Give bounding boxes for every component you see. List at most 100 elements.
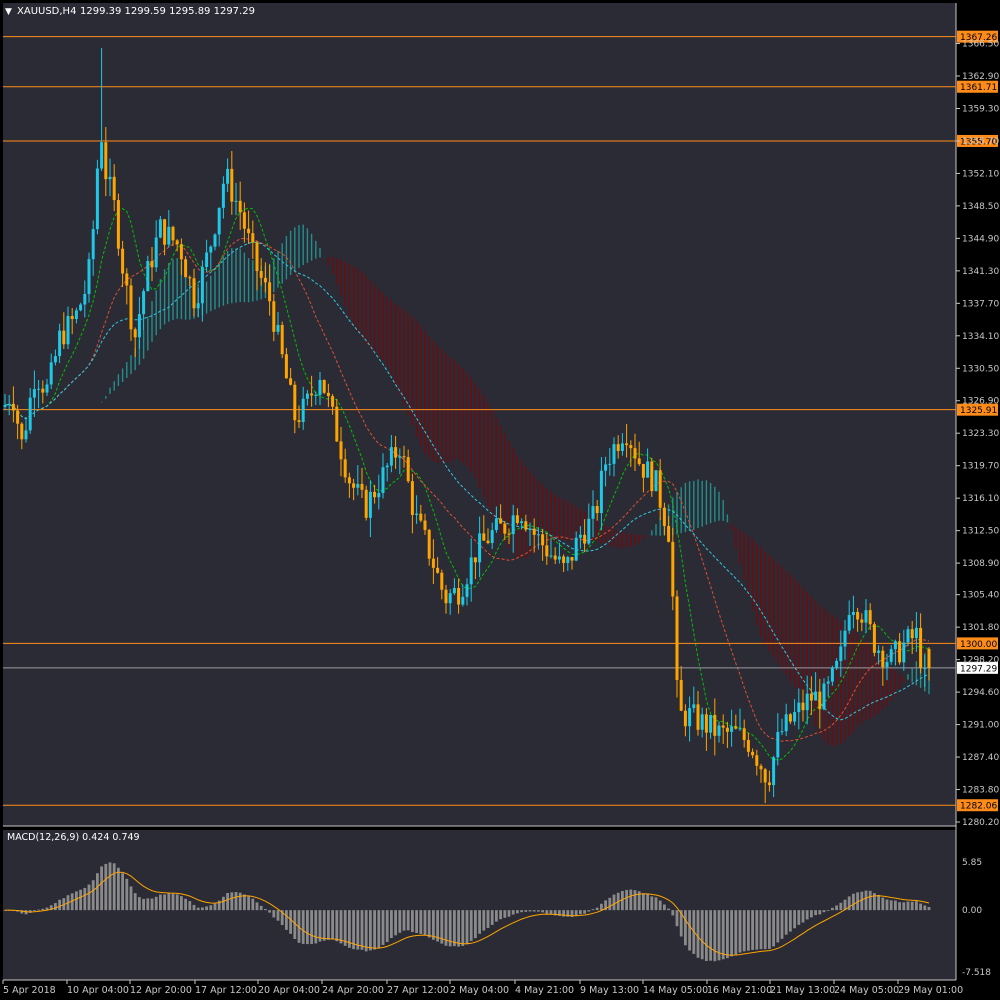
candle-body[interactable] bbox=[284, 354, 288, 379]
candle-body[interactable] bbox=[700, 714, 704, 730]
candle-body[interactable] bbox=[536, 534, 540, 536]
candle-body[interactable] bbox=[247, 228, 251, 234]
candle-body[interactable] bbox=[112, 176, 116, 201]
candle-body[interactable] bbox=[646, 461, 650, 478]
candle-body[interactable] bbox=[364, 489, 368, 518]
candle-body[interactable] bbox=[507, 533, 511, 535]
candle-body[interactable] bbox=[919, 627, 923, 668]
candle-body[interactable] bbox=[860, 619, 864, 623]
candle-body[interactable] bbox=[793, 712, 797, 722]
candle-body[interactable] bbox=[772, 757, 776, 786]
candle-body[interactable] bbox=[499, 518, 503, 524]
candle-body[interactable] bbox=[704, 714, 708, 733]
candle-body[interactable] bbox=[486, 540, 490, 544]
candle-body[interactable] bbox=[751, 751, 755, 756]
candle-body[interactable] bbox=[352, 483, 356, 488]
candle-body[interactable] bbox=[473, 557, 477, 563]
candle-body[interactable] bbox=[74, 310, 78, 320]
candle-body[interactable] bbox=[314, 394, 318, 396]
candle-body[interactable] bbox=[440, 572, 444, 590]
candle-body[interactable] bbox=[37, 388, 41, 390]
candle-body[interactable] bbox=[524, 521, 528, 530]
candle-body[interactable] bbox=[872, 624, 876, 653]
candle-body[interactable] bbox=[87, 259, 91, 294]
candle-body[interactable] bbox=[394, 447, 398, 458]
candle-body[interactable] bbox=[11, 403, 15, 411]
candle-body[interactable] bbox=[616, 444, 620, 451]
candle-body[interactable] bbox=[742, 728, 746, 741]
candle-body[interactable] bbox=[406, 457, 410, 482]
candle-body[interactable] bbox=[490, 530, 494, 544]
candle-body[interactable] bbox=[238, 200, 242, 213]
candle-body[interactable] bbox=[667, 525, 671, 542]
candle-body[interactable] bbox=[755, 755, 759, 766]
candle-body[interactable] bbox=[767, 782, 771, 786]
candle-body[interactable] bbox=[843, 630, 847, 647]
candle-body[interactable] bbox=[461, 596, 465, 605]
candle-body[interactable] bbox=[801, 702, 805, 711]
candle-body[interactable] bbox=[255, 242, 259, 272]
candle-body[interactable] bbox=[814, 691, 818, 701]
candle-body[interactable] bbox=[427, 529, 431, 559]
candle-body[interactable] bbox=[133, 329, 137, 338]
candle-body[interactable] bbox=[923, 667, 927, 669]
candle-body[interactable] bbox=[679, 680, 683, 711]
macd-panel[interactable] bbox=[3, 830, 956, 980]
candle-body[interactable] bbox=[410, 481, 414, 515]
candle-body[interactable] bbox=[121, 248, 125, 274]
candle-body[interactable] bbox=[209, 246, 213, 253]
candle-body[interactable] bbox=[629, 445, 633, 449]
candle-body[interactable] bbox=[3, 405, 7, 407]
candle-body[interactable] bbox=[692, 704, 696, 709]
candle-body[interactable] bbox=[864, 610, 868, 623]
candle-body[interactable] bbox=[377, 493, 381, 498]
candle-body[interactable] bbox=[343, 459, 347, 478]
candle-body[interactable] bbox=[805, 693, 809, 711]
candle-body[interactable] bbox=[32, 389, 36, 398]
candle-body[interactable] bbox=[465, 584, 469, 597]
candle-body[interactable] bbox=[381, 467, 385, 494]
candle-body[interactable] bbox=[608, 463, 612, 465]
candle-body[interactable] bbox=[104, 142, 108, 180]
candle-body[interactable] bbox=[263, 277, 267, 283]
candle-body[interactable] bbox=[620, 443, 624, 451]
candle-body[interactable] bbox=[503, 523, 507, 534]
candle-body[interactable] bbox=[671, 541, 675, 597]
candle-body[interactable] bbox=[116, 200, 120, 249]
candle-body[interactable] bbox=[24, 430, 28, 440]
candle-body[interactable] bbox=[494, 518, 498, 531]
candle-body[interactable] bbox=[297, 420, 301, 422]
candle-body[interactable] bbox=[150, 261, 154, 268]
candle-body[interactable] bbox=[436, 567, 440, 573]
candle-body[interactable] bbox=[683, 710, 687, 727]
candle-body[interactable] bbox=[91, 229, 95, 260]
candle-body[interactable] bbox=[70, 315, 74, 320]
candle-body[interactable] bbox=[877, 650, 881, 653]
candle-body[interactable] bbox=[318, 379, 322, 395]
candle-body[interactable] bbox=[641, 464, 645, 478]
candle-body[interactable] bbox=[373, 491, 377, 498]
candle-body[interactable] bbox=[541, 534, 545, 546]
candle-body[interactable] bbox=[725, 727, 729, 732]
candle-body[interactable] bbox=[696, 704, 700, 730]
candle-body[interactable] bbox=[604, 464, 608, 471]
candle-body[interactable] bbox=[221, 183, 225, 208]
candle-body[interactable] bbox=[41, 388, 45, 393]
candle-body[interactable] bbox=[230, 168, 234, 202]
candle-body[interactable] bbox=[784, 714, 788, 732]
candle-body[interactable] bbox=[398, 456, 402, 458]
candle-body[interactable] bbox=[578, 534, 582, 538]
candle-body[interactable] bbox=[213, 234, 217, 247]
candle-body[interactable] bbox=[654, 470, 658, 492]
candle-body[interactable] bbox=[562, 556, 566, 563]
candle-body[interactable] bbox=[746, 740, 750, 752]
candle-body[interactable] bbox=[511, 515, 515, 535]
candle-body[interactable] bbox=[28, 397, 32, 431]
candle-body[interactable] bbox=[259, 271, 263, 278]
candle-body[interactable] bbox=[125, 273, 129, 286]
candle-body[interactable] bbox=[45, 384, 49, 393]
candle-body[interactable] bbox=[566, 557, 570, 563]
candle-body[interactable] bbox=[637, 458, 641, 465]
candle-body[interactable] bbox=[108, 176, 112, 180]
candle-body[interactable] bbox=[591, 506, 595, 519]
